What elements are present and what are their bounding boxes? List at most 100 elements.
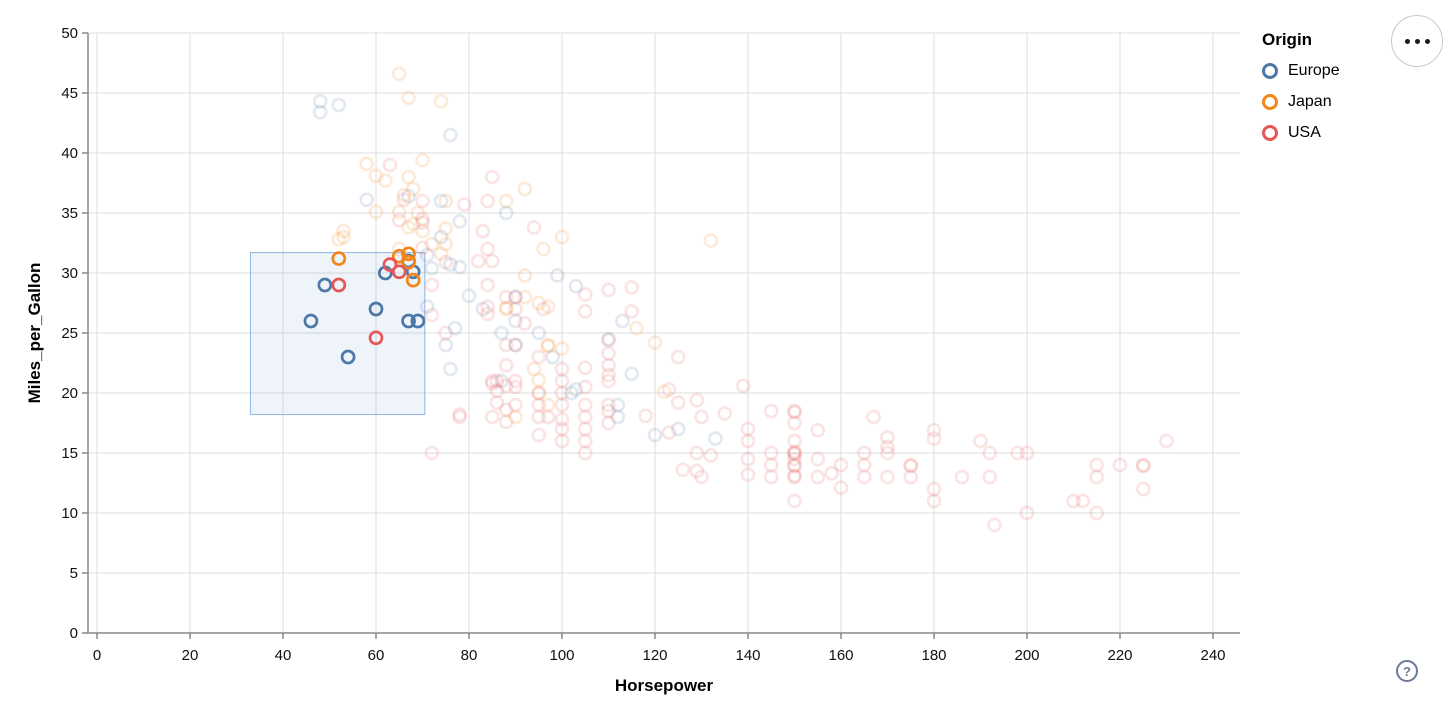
- data-point-usa: [498, 414, 514, 430]
- data-point-japan: [517, 289, 533, 305]
- legend-title: Origin: [1262, 30, 1313, 49]
- data-point-japan: [438, 193, 454, 209]
- data-point-usa: [880, 469, 895, 485]
- x-tick-label: 180: [921, 647, 946, 664]
- data-point-japan: [415, 223, 430, 239]
- data-point-usa: [391, 264, 407, 280]
- x-tick-label: 20: [182, 647, 199, 664]
- data-point-japan: [438, 236, 454, 252]
- data-point-usa: [824, 466, 840, 481]
- data-point-usa: [1089, 469, 1105, 485]
- data-point-usa: [601, 332, 616, 348]
- data-point-japan: [540, 337, 556, 353]
- y-tick-label: 10: [61, 505, 78, 522]
- data-point-usa: [368, 330, 384, 346]
- data-point-europe: [615, 313, 630, 329]
- data-point-usa: [415, 215, 430, 230]
- data-point-japan: [517, 181, 533, 197]
- data-point-japan: [647, 335, 663, 350]
- data-point-usa: [536, 301, 551, 317]
- data-point-usa: [670, 349, 686, 365]
- data-point-usa: [484, 373, 500, 389]
- data-point-europe: [433, 193, 449, 209]
- legend-item-usa[interactable]: USA: [1262, 124, 1412, 142]
- data-point-europe: [508, 289, 523, 305]
- japan-ring-icon: [1262, 94, 1278, 110]
- data-point-usa: [452, 409, 468, 425]
- data-point-japan: [331, 251, 347, 266]
- data-point-europe: [438, 337, 454, 353]
- y-tick-label: 30: [61, 265, 78, 282]
- x-tick-label: 200: [1014, 647, 1039, 664]
- data-point-japan: [401, 246, 416, 262]
- data-point-usa: [498, 337, 514, 353]
- data-point-usa: [577, 421, 593, 437]
- data-point-usa: [554, 433, 570, 449]
- data-point-usa: [540, 409, 556, 425]
- data-point-usa: [554, 373, 570, 389]
- europe-ring-icon: [1262, 63, 1278, 79]
- data-point-usa: [531, 409, 547, 425]
- legend-label: USA: [1288, 124, 1321, 141]
- data-point-japan: [415, 152, 430, 168]
- data-point-europe: [359, 192, 375, 208]
- data-point-usa: [508, 373, 523, 389]
- data-point-usa: [396, 192, 412, 208]
- data-point-japan: [438, 221, 454, 236]
- axes: 0 20 40 60 80 100 120 140 160 180 200 220 240 0 5 10 15 2…: [61, 25, 1240, 664]
- y-tick-label: 20: [61, 385, 78, 402]
- y-tick-label: 25: [61, 325, 78, 342]
- data-point-usa: [624, 304, 640, 319]
- data-point-japan: [498, 300, 514, 316]
- data-point-europe: [424, 260, 440, 276]
- x-tick-label: 100: [549, 647, 574, 664]
- data-point-japan: [531, 295, 547, 311]
- data-point-europe: [303, 313, 319, 329]
- data-point-usa: [601, 397, 616, 413]
- data-point-usa: [903, 458, 919, 474]
- legend-item-europe[interactable]: Europe: [1262, 62, 1412, 80]
- data-point-usa: [415, 193, 430, 209]
- legend-item-japan[interactable]: Japan: [1262, 93, 1412, 111]
- data-point-usa: [415, 211, 430, 227]
- data-point-usa: [508, 397, 523, 413]
- data-point-usa: [856, 457, 872, 473]
- data-point-usa: [689, 445, 705, 461]
- y-tick-label: 40: [61, 145, 78, 162]
- data-point-japan: [508, 409, 523, 425]
- data-point-japan: [498, 301, 514, 317]
- y-tick-label: 15: [61, 445, 78, 462]
- data-point-europe: [419, 247, 435, 263]
- options-menu-button[interactable]: [1391, 15, 1443, 67]
- data-point-usa: [438, 254, 454, 270]
- data-point-japan: [391, 66, 407, 82]
- data-point-japan: [554, 341, 570, 356]
- data-point-usa: [452, 407, 468, 422]
- data-point-japan: [424, 236, 440, 252]
- help-button[interactable]: ?: [1396, 660, 1418, 682]
- data-point-japan: [336, 229, 351, 245]
- data-points: [303, 66, 1174, 533]
- data-point-usa: [480, 306, 495, 322]
- data-point-europe: [312, 104, 328, 120]
- x-tick-label: 60: [368, 647, 385, 664]
- y-tick-label: 0: [70, 625, 78, 642]
- data-point-europe: [433, 229, 449, 245]
- data-point-japan: [540, 338, 556, 354]
- data-point-japan: [536, 241, 551, 257]
- data-point-usa: [638, 408, 654, 424]
- data-point-japan: [531, 385, 547, 401]
- data-point-usa: [787, 458, 802, 474]
- data-point-europe: [568, 382, 584, 397]
- data-point-usa: [670, 395, 686, 410]
- data-point-europe: [624, 366, 640, 382]
- data-point-usa: [382, 257, 398, 272]
- data-point-japan: [703, 233, 719, 248]
- data-point-japan: [336, 223, 351, 239]
- y-tick-label: 45: [61, 85, 78, 102]
- data-point-usa: [424, 277, 440, 293]
- data-point-usa: [577, 397, 593, 413]
- data-point-usa: [880, 439, 895, 455]
- x-tick-label: 80: [461, 647, 478, 664]
